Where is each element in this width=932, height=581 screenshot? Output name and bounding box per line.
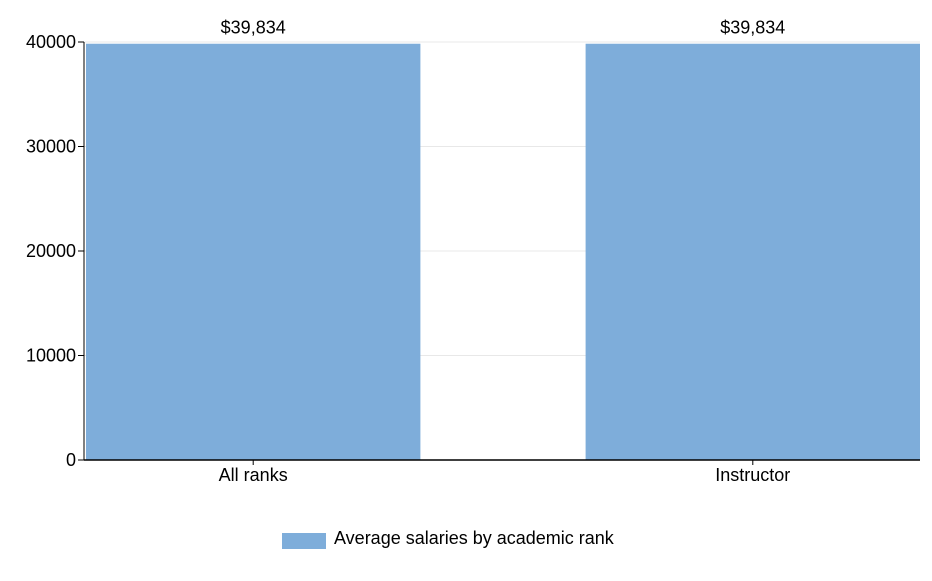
y-ticks: 0 10000 20000 30000 40000 [26, 32, 84, 470]
y-tick-label: 20000 [26, 241, 76, 261]
y-tick-label: 0 [66, 450, 76, 470]
x-tick-label: All ranks [219, 465, 288, 485]
x-ticks: All ranks Instructor [219, 460, 790, 485]
x-tick-label: Instructor [715, 465, 790, 485]
bar [585, 43, 920, 460]
bar [86, 43, 421, 460]
y-tick-label: 40000 [26, 32, 76, 52]
legend: Average salaries by academic rank [282, 527, 634, 549]
data-label: $39,834 [720, 18, 785, 38]
data-labels: $39,834 $39,834 [221, 18, 786, 38]
y-tick-label: 10000 [26, 346, 76, 366]
data-label: $39,834 [221, 18, 286, 38]
legend-label: Average salaries by academic rank [334, 528, 614, 548]
bars [86, 43, 920, 460]
y-tick-label: 30000 [26, 137, 76, 157]
legend-swatch [282, 533, 326, 549]
